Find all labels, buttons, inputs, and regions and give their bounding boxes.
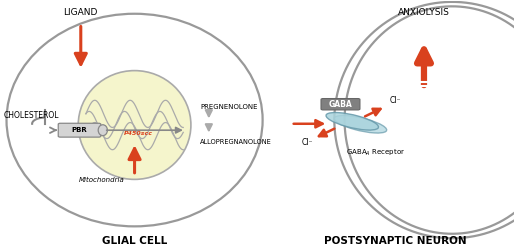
- FancyBboxPatch shape: [58, 123, 101, 137]
- FancyBboxPatch shape: [321, 98, 360, 110]
- Text: CHOLESTEROL: CHOLESTEROL: [4, 110, 59, 120]
- Text: PBR: PBR: [72, 127, 88, 133]
- Text: POSTSYNAPTIC NEURON: POSTSYNAPTIC NEURON: [324, 236, 467, 246]
- Text: GLIAL CELL: GLIAL CELL: [102, 236, 167, 246]
- Text: GABA: GABA: [329, 100, 352, 109]
- Ellipse shape: [78, 70, 191, 180]
- Text: PREGNENOLONE: PREGNENOLONE: [200, 104, 258, 110]
- Ellipse shape: [326, 112, 379, 130]
- Text: GABA$_A$ Receptor: GABA$_A$ Receptor: [346, 148, 405, 158]
- Text: LIGAND: LIGAND: [63, 8, 98, 17]
- Text: Cl⁻: Cl⁻: [302, 138, 314, 147]
- Text: ALLOPREGNANOLONE: ALLOPREGNANOLONE: [200, 139, 272, 145]
- Ellipse shape: [334, 116, 387, 133]
- Ellipse shape: [7, 14, 263, 226]
- Text: ANXIOLYSIS: ANXIOLYSIS: [398, 8, 450, 17]
- Text: Cl⁻: Cl⁻: [390, 96, 402, 105]
- Text: Mitochondria: Mitochondria: [78, 177, 124, 183]
- Text: P450scc: P450scc: [124, 131, 153, 136]
- Ellipse shape: [98, 125, 108, 136]
